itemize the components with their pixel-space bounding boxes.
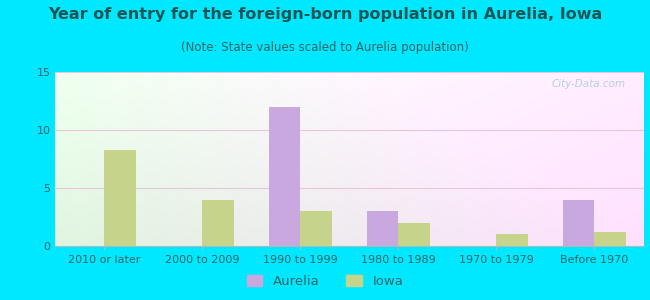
- Legend: Aurelia, Iowa: Aurelia, Iowa: [241, 270, 409, 293]
- Bar: [104, 150, 136, 246]
- Text: City-Data.com: City-Data.com: [552, 79, 626, 89]
- Text: Year of entry for the foreign-born population in Aurelia, Iowa: Year of entry for the foreign-born popul…: [48, 8, 602, 22]
- Bar: [497, 234, 528, 246]
- Bar: [398, 223, 430, 246]
- Text: (Note: State values scaled to Aurelia population): (Note: State values scaled to Aurelia po…: [181, 40, 469, 53]
- Bar: [300, 211, 332, 246]
- Bar: [563, 200, 595, 246]
- Bar: [367, 211, 398, 246]
- Bar: [595, 232, 626, 246]
- Bar: [202, 200, 234, 246]
- Bar: [269, 107, 300, 246]
